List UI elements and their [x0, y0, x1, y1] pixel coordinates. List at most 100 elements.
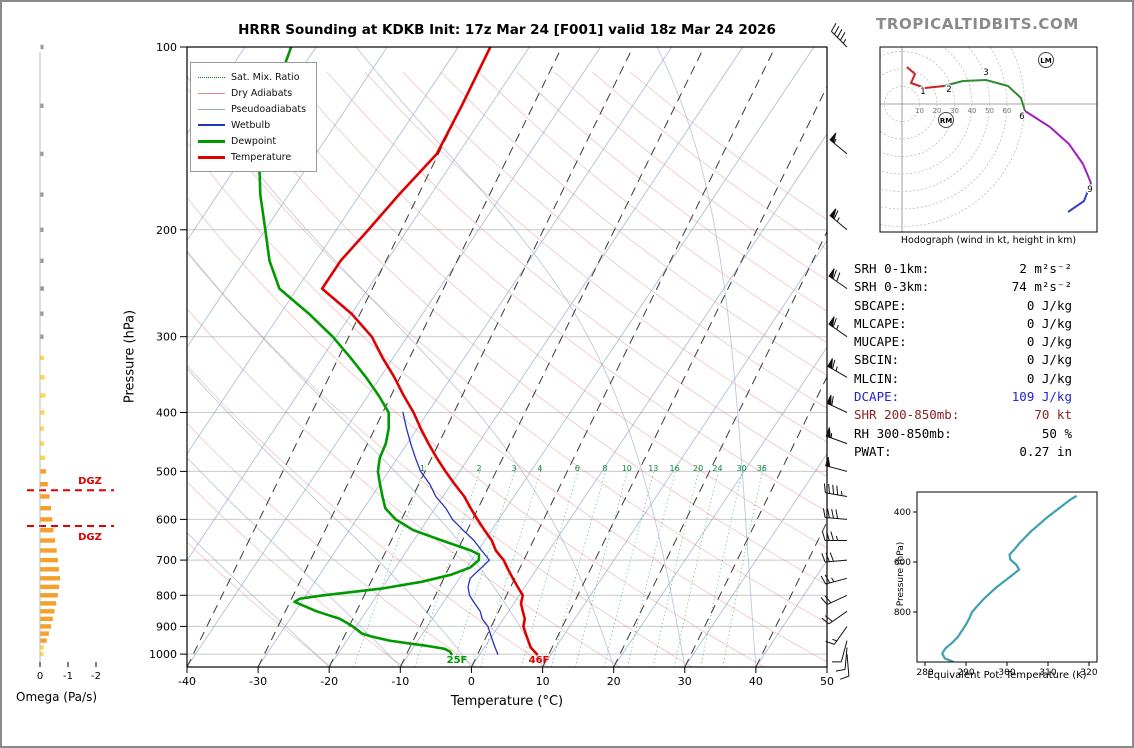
legend-swatch — [198, 92, 225, 94]
svg-text:320: 320 — [1080, 668, 1097, 678]
svg-text:1000: 1000 — [149, 648, 177, 661]
stat-row: SBCIN: 0 J/kg — [854, 351, 1072, 369]
legend-swatch — [198, 76, 225, 78]
stat-value: 109 J/kg — [1011, 389, 1072, 405]
page-title: HRRR Sounding at KDKB Init: 17z Mar 24 [… — [238, 22, 776, 38]
svg-text:50: 50 — [985, 107, 994, 115]
svg-text:600: 600 — [894, 558, 911, 568]
legend-item: Wetbulb — [198, 117, 306, 133]
svg-text:600: 600 — [156, 513, 177, 526]
stat-label: SHR 200-850mb: — [854, 407, 960, 423]
thetae-frame — [916, 491, 1098, 663]
svg-text:60: 60 — [1003, 107, 1012, 115]
legend-item: Sat. Mix. Ratio — [198, 69, 306, 85]
svg-text:30: 30 — [737, 464, 747, 473]
stat-label: MUCAPE: — [854, 334, 907, 350]
dgz-markers: DGZ DGZ — [27, 476, 114, 543]
stat-value: 0 J/kg — [1026, 334, 1072, 350]
legend-swatch — [198, 139, 225, 143]
svg-text:800: 800 — [894, 608, 911, 618]
legend-item: Dry Adiabats — [198, 85, 306, 101]
legend-label: Sat. Mix. Ratio — [231, 71, 300, 83]
svg-text:3: 3 — [512, 464, 517, 473]
legend-label: Pseudoadiabats — [231, 103, 307, 115]
hodograph-frame — [879, 46, 1098, 233]
stat-value: 0 J/kg — [1026, 370, 1072, 386]
stat-value: 2 m²s⁻² — [1019, 261, 1072, 276]
svg-text:400: 400 — [156, 407, 177, 420]
svg-text:13: 13 — [648, 464, 658, 473]
stat-label: MLCAPE: — [854, 315, 907, 331]
svg-text:20: 20 — [693, 464, 703, 473]
omega-axis-label: Omega (Pa/s) — [16, 690, 98, 704]
legend-label: Temperature — [231, 151, 292, 163]
svg-text:25F: 25F — [447, 655, 468, 666]
svg-text:2: 2 — [477, 464, 482, 473]
stat-row: SRH 0-1km: 2 m²s⁻² — [854, 260, 1072, 278]
stat-row: SBCAPE: 0 J/kg — [854, 297, 1072, 315]
stat-row: DCAPE: 109 J/kg — [854, 388, 1072, 406]
svg-text:200: 200 — [156, 224, 177, 237]
wind-barbs — [820, 23, 850, 680]
svg-text:290: 290 — [957, 668, 974, 678]
thetae-axis-label: Equivalent Pot. Temperature (K) — [927, 670, 1087, 681]
svg-text:100: 100 — [156, 41, 177, 54]
stat-row: MLCAPE: 0 J/kg — [854, 315, 1072, 333]
svg-text:50: 50 — [820, 675, 834, 688]
svg-text:DGZ: DGZ — [78, 532, 102, 543]
svg-text:10: 10 — [915, 107, 924, 115]
svg-text:DGZ: DGZ — [78, 476, 102, 487]
svg-text:800: 800 — [156, 589, 177, 602]
svg-text:700: 700 — [156, 554, 177, 567]
svg-text:900: 900 — [156, 620, 177, 633]
stat-row: SHR 200-850mb: 70 kt — [854, 406, 1072, 424]
stat-row: PWAT: 0.27 in — [854, 443, 1072, 461]
svg-text:280: 280 — [916, 668, 933, 678]
svg-text:-1: -1 — [63, 671, 73, 682]
hodograph: 10 20 30 40 50 60 1 2 3 6 9 LM RM — [880, 47, 1097, 232]
svg-text:10: 10 — [622, 464, 632, 473]
svg-text:RM: RM — [940, 117, 952, 125]
svg-text:400: 400 — [894, 508, 911, 518]
stat-value: 70 kt — [1034, 407, 1072, 423]
thetae-pressure-label: Pressure (hPa) — [896, 541, 906, 607]
hodograph-caption: Hodograph (wind in kt, height in km) — [900, 235, 1077, 246]
svg-text:8: 8 — [602, 464, 607, 473]
stat-label: PWAT: — [854, 443, 892, 459]
stat-row: RH 300-850mb: 50 % — [854, 425, 1072, 443]
legend-swatch — [198, 108, 225, 110]
svg-text:24: 24 — [712, 464, 722, 473]
thetae-plot: 280 290 300 310 320 400 600 800 — [894, 491, 1098, 678]
stat-label: SRH 0-3km: — [854, 279, 930, 295]
stat-row: MLCIN: 0 J/kg — [854, 370, 1072, 388]
legend-label: Wetbulb — [231, 119, 271, 131]
svg-text:-2: -2 — [91, 671, 101, 682]
legend-item: Dewpoint — [198, 133, 306, 149]
svg-text:36: 36 — [757, 464, 767, 473]
stat-label: MLCIN: — [854, 370, 900, 386]
legend-item: Temperature — [198, 149, 306, 165]
stat-value: 74 m²s⁻² — [1011, 279, 1072, 295]
svg-text:40: 40 — [749, 675, 763, 688]
svg-text:310: 310 — [1039, 668, 1056, 678]
reference-dashed-lines — [187, 47, 827, 667]
svg-text:300: 300 — [998, 668, 1015, 678]
pressure-gridlines — [187, 46, 827, 655]
legend-label: Dewpoint — [231, 135, 277, 147]
svg-text:20: 20 — [933, 107, 942, 115]
temperature-axis-label: Temperature (°C) — [450, 694, 564, 709]
svg-text:0: 0 — [37, 671, 43, 682]
svg-text:10: 10 — [536, 675, 550, 688]
svg-text:20: 20 — [607, 675, 621, 688]
dewpoint-curve — [257, 47, 481, 656]
stat-row: MUCAPE: 0 J/kg — [854, 333, 1072, 351]
stat-label: SBCIN: — [854, 352, 900, 368]
svg-text:2: 2 — [946, 85, 951, 95]
svg-text:300: 300 — [156, 331, 177, 344]
mixing-ratio-labels: 1 2 3 4 6 8 10 13 16 20 24 30 36 — [420, 464, 767, 473]
temperature-curve — [320, 47, 539, 656]
site-watermark: TROPICALTIDBITS.COM — [876, 15, 1079, 33]
stat-value: 0.27 in — [1019, 443, 1072, 459]
